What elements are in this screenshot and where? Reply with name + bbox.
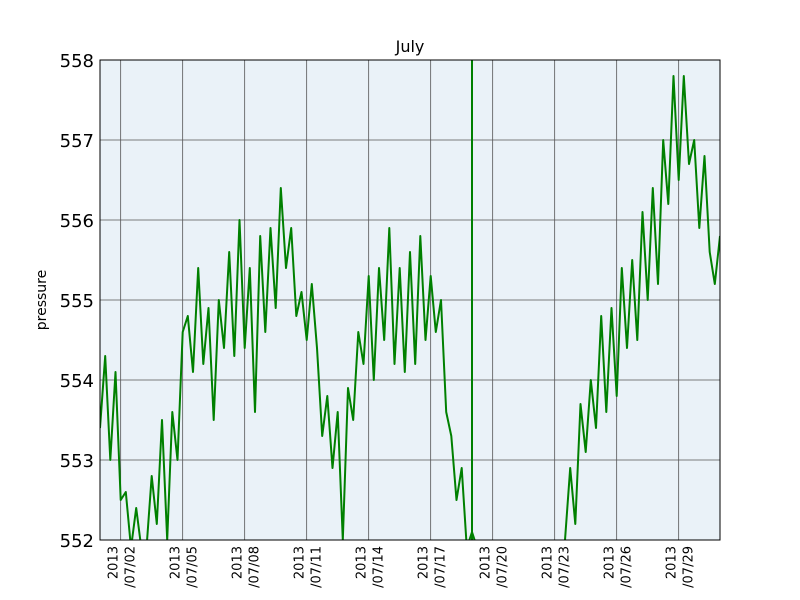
x-tick-label: 2013/07/29 [665, 546, 697, 588]
y-tick-label: 558 [60, 51, 94, 72]
series-line-segment [564, 75, 720, 540]
x-tick-label: 2013/07/20 [479, 546, 511, 588]
plot-frame [99, 59, 721, 541]
x-tick-label-date: /07/23 [558, 546, 573, 588]
y-tick-label: 557 [60, 131, 94, 152]
x-tick-label-date: /07/08 [248, 546, 263, 588]
chart-title: July [395, 37, 425, 56]
x-tick-labels: 2013/07/02 2013/07/05 2013/07/08 2013/07/11… [107, 546, 697, 588]
series-group [100, 60, 720, 540]
x-tick-label-year: 2013 [355, 546, 370, 579]
y-tick-label: 552 [60, 531, 94, 552]
x-tick-label-date: /07/26 [620, 546, 635, 588]
y-tick-label: 555 [60, 291, 94, 312]
x-tick-label-year: 2013 [231, 546, 246, 579]
x-tick-label-year: 2013 [169, 546, 184, 579]
x-tick-label: 2013/07/02 [107, 546, 139, 588]
x-tick-label-date: /07/20 [496, 546, 511, 588]
y-tick-label: 554 [60, 371, 94, 392]
y-tick-labels: 552 553 554 555 556 557 558 [60, 51, 94, 552]
x-tick-label-date: /07/14 [372, 546, 387, 588]
x-tick-label: 2013/07/14 [355, 546, 387, 588]
x-tick-label-year: 2013 [665, 546, 680, 579]
x-tick-label-date: /07/17 [434, 546, 449, 588]
x-tick-label-year: 2013 [541, 546, 556, 579]
x-tick-label-year: 2013 [603, 546, 618, 579]
x-tick-label-year: 2013 [417, 546, 432, 579]
x-tick-label-year: 2013 [293, 546, 308, 579]
x-tick-label: 2013/07/26 [603, 546, 635, 588]
grid-lines [100, 59, 720, 541]
x-tick-label: 2013/07/11 [293, 546, 325, 588]
series-line-segment [100, 187, 476, 540]
x-tick-label-year: 2013 [107, 546, 122, 579]
x-tick-label: 2013/07/05 [169, 546, 201, 588]
x-tick-label-date: /07/02 [124, 546, 139, 588]
x-tick-label-date: /07/29 [682, 546, 697, 588]
x-tick-label-date: /07/05 [186, 546, 201, 588]
x-tick-label: 2013/07/17 [417, 546, 449, 588]
x-tick-label: 2013/07/23 [541, 546, 573, 588]
y-axis-label: pressure [34, 270, 50, 330]
x-tick-label-year: 2013 [479, 546, 494, 579]
x-tick-label-date: /07/11 [310, 546, 325, 588]
y-tick-label: 553 [60, 451, 94, 472]
x-tick-label: 2013/07/08 [231, 546, 263, 588]
y-tick-label: 556 [60, 211, 94, 232]
